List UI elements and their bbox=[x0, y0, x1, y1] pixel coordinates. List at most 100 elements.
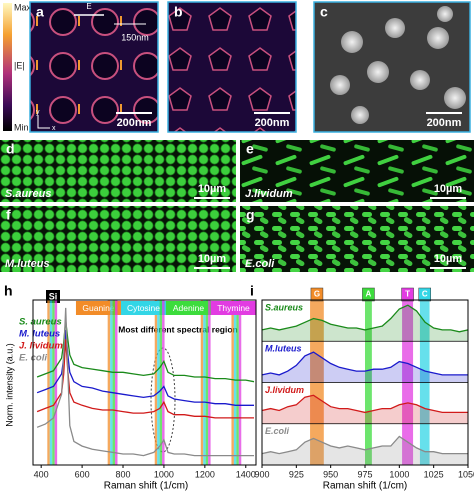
band bbox=[115, 300, 118, 465]
band-label: A bbox=[366, 290, 372, 299]
band bbox=[203, 300, 206, 465]
scale-label: 10µm bbox=[434, 253, 463, 265]
band-legend-box bbox=[165, 301, 211, 315]
panel-label: e bbox=[246, 141, 254, 157]
x-tick-label: 1000 bbox=[389, 469, 409, 479]
band-label: C bbox=[422, 290, 428, 299]
band-legend-box bbox=[210, 301, 256, 315]
panel-g bbox=[240, 206, 474, 272]
x-tick-label: 950 bbox=[323, 469, 338, 479]
band-label-box bbox=[401, 287, 414, 302]
band-legend-box bbox=[75, 301, 121, 315]
band-legend-label: Adenine bbox=[173, 303, 204, 313]
legend-label: M. luteus bbox=[19, 329, 60, 340]
species-label: M.luteus bbox=[5, 258, 50, 270]
scale-bar bbox=[430, 267, 466, 269]
x-tick-label: 925 bbox=[289, 469, 304, 479]
x-tick-label: 400 bbox=[34, 469, 49, 479]
band bbox=[162, 300, 165, 465]
x-axis-label: Raman shift (1/cm) bbox=[323, 481, 407, 492]
panel-d bbox=[0, 140, 236, 202]
band bbox=[238, 300, 242, 465]
area-fill bbox=[262, 395, 468, 424]
scale-label: 10µm bbox=[198, 253, 227, 265]
band bbox=[236, 300, 239, 465]
scale-label: 10µm bbox=[198, 183, 227, 195]
band bbox=[154, 300, 158, 465]
band bbox=[47, 300, 50, 465]
series-label: M.luteus bbox=[265, 344, 302, 354]
panel-label: a bbox=[36, 4, 44, 20]
colorbar-min: Min bbox=[14, 122, 29, 132]
colorbar-label: |E| bbox=[14, 60, 25, 70]
axis-y: y bbox=[36, 109, 40, 116]
spectrum bbox=[261, 304, 469, 333]
scale-label: 200nm bbox=[427, 117, 462, 129]
scale-label: 10µm bbox=[434, 183, 463, 195]
panel-label: b bbox=[174, 4, 183, 20]
x-tick-label: 1025 bbox=[424, 469, 444, 479]
x-tick-label: 1400 bbox=[236, 469, 256, 479]
species-label: E.coli bbox=[245, 258, 275, 270]
legend-label: S. aureus bbox=[19, 317, 62, 328]
scale-bar bbox=[426, 112, 462, 114]
band-label-box bbox=[418, 287, 431, 302]
scale-bar bbox=[116, 112, 152, 114]
area-fill bbox=[262, 436, 468, 465]
axes-indicator bbox=[37, 115, 50, 129]
panel-label: d bbox=[6, 141, 15, 157]
band-legend-label: Guanine bbox=[82, 303, 114, 313]
band bbox=[205, 300, 209, 465]
particles bbox=[330, 6, 466, 124]
axis-x: x bbox=[52, 125, 56, 132]
band bbox=[52, 300, 55, 465]
scale-bar bbox=[254, 112, 290, 114]
band-label-box bbox=[310, 287, 324, 302]
species-label: J.lividum bbox=[245, 188, 293, 200]
spectrum bbox=[36, 329, 254, 406]
panel-e bbox=[240, 140, 474, 202]
band bbox=[112, 300, 116, 465]
colorbar-max: Max bbox=[14, 2, 32, 12]
band bbox=[208, 300, 211, 465]
spectrum bbox=[261, 351, 468, 376]
species-label: S.aureus bbox=[5, 188, 51, 200]
legend-label: J. lividum bbox=[19, 341, 63, 352]
panel-label: i bbox=[250, 283, 254, 299]
series-label: J.lividum bbox=[265, 385, 304, 395]
band-label-box bbox=[362, 287, 375, 302]
scale-bar bbox=[430, 197, 466, 199]
spectrum bbox=[36, 339, 254, 419]
annotation: Most different spectral region bbox=[118, 324, 238, 334]
band bbox=[107, 300, 111, 465]
band bbox=[157, 300, 160, 465]
band bbox=[49, 300, 53, 465]
si-label: Si bbox=[49, 291, 58, 301]
band bbox=[110, 300, 113, 465]
field-label: E bbox=[86, 2, 91, 11]
scale-label: 200nm bbox=[255, 117, 290, 129]
colorbar bbox=[3, 3, 12, 131]
panel-label: g bbox=[246, 207, 255, 223]
series-label: E.coli bbox=[265, 426, 290, 436]
plot-frame bbox=[261, 299, 469, 466]
area-fill bbox=[262, 352, 468, 383]
x-tick-label: 975 bbox=[357, 469, 372, 479]
band bbox=[159, 300, 163, 465]
band-legend-label: Cytosine bbox=[127, 303, 160, 313]
band-legend-box bbox=[120, 301, 166, 315]
diameter-label: 150nm bbox=[121, 32, 149, 42]
spectrum bbox=[36, 307, 254, 457]
panel-label: h bbox=[4, 283, 13, 299]
x-tick-label: 1050 bbox=[458, 469, 474, 479]
y-axis-label: Norm. intensity (a.u.) bbox=[4, 343, 14, 427]
band bbox=[233, 300, 237, 465]
x-tick-label: 900 bbox=[254, 469, 269, 479]
panel-label: f bbox=[6, 207, 11, 223]
band bbox=[231, 300, 234, 465]
panel-b bbox=[167, 1, 297, 133]
panel-f bbox=[0, 206, 236, 272]
series-label: S.aureus bbox=[265, 302, 303, 312]
scale-bar bbox=[194, 267, 230, 269]
